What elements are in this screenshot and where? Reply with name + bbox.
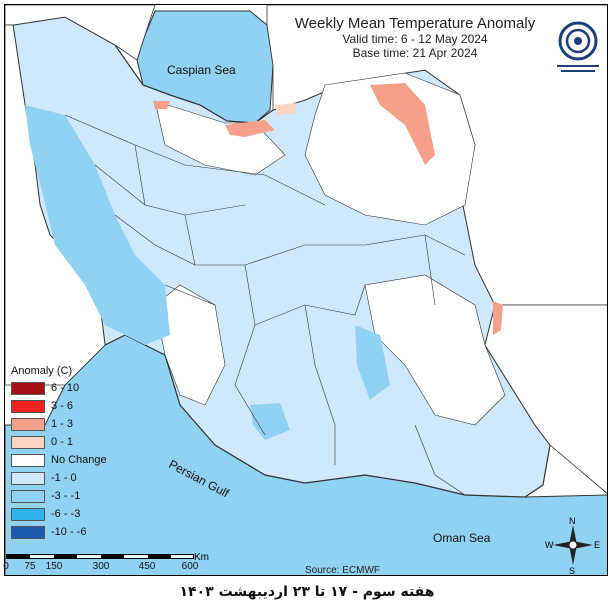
nochange-center-east — [364, 274, 506, 426]
anomaly-warm-east — [493, 301, 503, 335]
legend-swatch — [11, 507, 45, 521]
anomaly-center-1 — [355, 325, 390, 400]
legend-label: 6 - 10 — [51, 382, 80, 394]
anomaly-warm-caspian — [225, 120, 275, 137]
legend-item: 6 - 10 — [7, 380, 117, 396]
legend-item: -6 - -3 — [7, 506, 117, 522]
legend-label: -1 - 0 — [51, 472, 77, 484]
compass-s: S — [569, 566, 575, 575]
legend-swatch — [11, 453, 45, 467]
compass-n: N — [569, 516, 576, 526]
legend-swatch — [11, 525, 45, 539]
iran-map — [5, 5, 607, 575]
province-borders — [64, 114, 466, 496]
legend-swatch — [11, 471, 45, 485]
anomaly-warm-northeast — [370, 83, 435, 165]
legend-label: No Change — [51, 454, 107, 466]
legend-label: 3 - 6 — [51, 400, 74, 412]
legend-item: -3 - -1 — [7, 488, 117, 504]
compass-e: E — [594, 540, 600, 550]
organization-logo — [553, 19, 603, 79]
anomaly-warm-caspian-w — [153, 101, 170, 109]
legend-item: No Change — [7, 452, 117, 468]
compass-icon: N S W E — [545, 515, 601, 575]
valid-time: Valid time: 6 - 12 May 2024 — [342, 32, 488, 46]
footer-caption: هفته سوم - ۱۷ تا ۲۳ اردیبهشت ۱۴۰۳ — [179, 584, 435, 600]
scale-track — [6, 554, 194, 559]
scale-tick-600: 600 — [181, 561, 199, 572]
legend-label: 0 - 1 — [51, 436, 74, 448]
anomaly-west-zagros — [25, 105, 170, 345]
legend-label: -6 - -3 — [51, 508, 81, 520]
legend-rows: 6 - 10 3 - 6 1 - 3 0 - 1 No Change -1 - 0 -3 -… — [7, 380, 117, 540]
title-block: Weekly Mean Temperature Anomaly Valid ti… — [255, 15, 575, 60]
nochange-north — [154, 100, 286, 176]
legend-item: -10 - -6 — [7, 524, 117, 540]
nochange-northeast — [304, 72, 476, 226]
map-frame: Weekly Mean Temperature Anomaly Valid ti… — [4, 4, 608, 576]
scale-bar: 0 75 150 300 450 600 Km — [3, 552, 209, 576]
legend-label: -10 - -6 — [51, 526, 87, 538]
scale-tick-300: 300 — [92, 561, 110, 572]
legend-swatch — [11, 417, 45, 431]
anomaly-center-2 — [250, 403, 290, 440]
legend-swatch — [11, 435, 45, 449]
legend-swatch — [11, 399, 45, 413]
legend-label: 1 - 3 — [51, 418, 74, 430]
base-time: Base time: 21 Apr 2024 — [352, 46, 478, 60]
oman-sea-label: Oman Sea — [433, 531, 491, 545]
nochange-southwest — [154, 284, 226, 406]
legend-item: 3 - 6 — [7, 398, 117, 414]
scale-tick-75: 75 — [24, 561, 36, 572]
caspian-sea-label: Caspian Sea — [167, 63, 236, 77]
legend-title: Anomaly (C) — [11, 365, 73, 377]
legend-swatch — [11, 489, 45, 503]
legend-item: 0 - 1 — [7, 434, 117, 450]
legend-swatch — [11, 381, 45, 395]
scale-tick-150: 150 — [45, 561, 63, 572]
scale-tick-450: 450 — [138, 561, 156, 572]
legend-item: 1 - 3 — [7, 416, 117, 432]
source-label: Source: ECMWF — [305, 565, 381, 576]
legend: Anomaly (C) 6 - 10 3 - 6 1 - 3 0 - 1 No Chan… — [7, 365, 117, 542]
legend-item: -1 - 0 — [7, 470, 117, 486]
scale-unit: Km — [194, 552, 209, 563]
map-title: Weekly Mean Temperature Anomaly — [294, 15, 536, 32]
compass-w: W — [545, 540, 554, 550]
anomaly-warm-north — [275, 103, 297, 115]
legend-label: -3 - -1 — [51, 490, 81, 502]
scale-tick-0: 0 — [3, 561, 9, 572]
